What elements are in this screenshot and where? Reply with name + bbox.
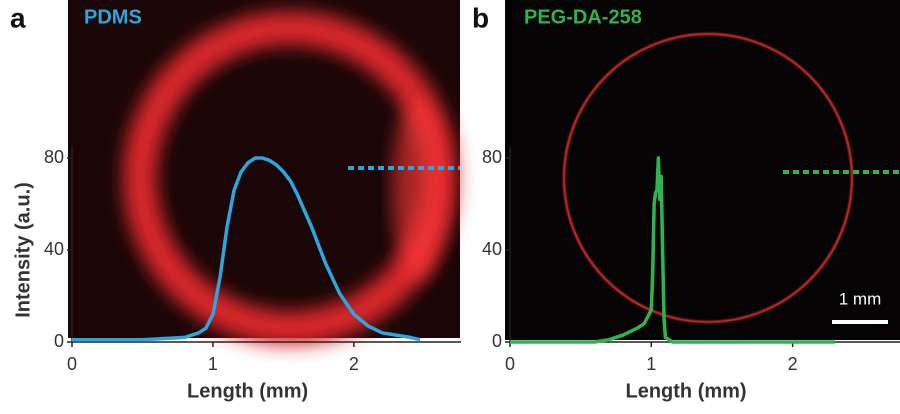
x-tick-label: 2 bbox=[349, 354, 359, 374]
micrograph-a bbox=[68, 0, 460, 345]
x-tick-label: 0 bbox=[67, 354, 77, 374]
y-tick-label: 0 bbox=[492, 331, 502, 351]
panel-label: a bbox=[10, 2, 26, 33]
panel-label: b bbox=[472, 2, 489, 33]
data-line bbox=[510, 156, 835, 344]
x-tick-label: 1 bbox=[646, 354, 656, 374]
y-tick-label: 40 bbox=[44, 239, 64, 259]
x-tick-label: 2 bbox=[788, 354, 798, 374]
y-axis-label: Intensity (a.u.) bbox=[12, 182, 34, 318]
y-tick-label: 80 bbox=[44, 147, 64, 167]
x-tick-label: 0 bbox=[505, 354, 515, 374]
legend-label: PEG-DA-258 bbox=[524, 6, 642, 28]
legend-label: PDMS bbox=[84, 6, 142, 28]
y-tick-label: 0 bbox=[54, 331, 64, 351]
scale-bar-label: 1 mm bbox=[839, 289, 882, 308]
x-tick-label: 1 bbox=[208, 354, 218, 374]
y-tick-label: 80 bbox=[482, 147, 502, 167]
y-tick-label: 40 bbox=[482, 239, 502, 259]
x-axis-label: Length (mm) bbox=[187, 380, 308, 402]
data-line bbox=[72, 156, 421, 342]
micrograph-b bbox=[505, 0, 900, 340]
x-axis-label: Length (mm) bbox=[625, 380, 746, 402]
